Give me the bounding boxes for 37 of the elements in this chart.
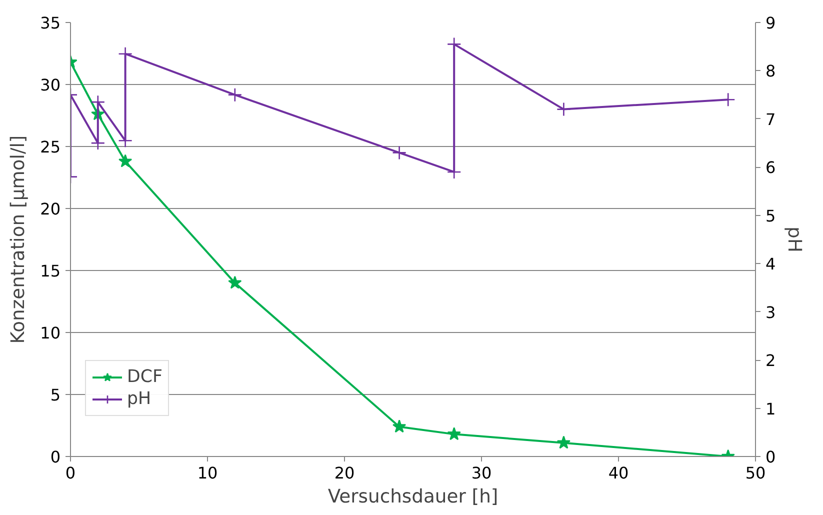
x-tick-label: 20: [334, 464, 355, 482]
x-tick-label: 0: [65, 464, 76, 482]
x-tick-label: 50: [745, 464, 766, 482]
y-tick-label: 20: [40, 200, 60, 218]
x-tick-label: 40: [608, 464, 629, 482]
x-axis-title: Versuchsdauer [h]: [328, 486, 498, 508]
x-tick-label: 10: [197, 464, 218, 482]
y2-tick-label: 6: [766, 158, 776, 178]
y2-tick-label: 3: [766, 302, 776, 322]
y-tick-label: 5: [50, 386, 61, 404]
y-tick-label: 15: [40, 262, 60, 280]
y-tick-label: 0: [50, 448, 61, 466]
y2-tick-label: 5: [766, 206, 776, 226]
y-tick-label: 25: [40, 138, 60, 156]
y-tick-label: 10: [40, 324, 60, 342]
point: [447, 427, 461, 440]
legend-label: pH: [127, 389, 152, 409]
y-tick-label: 35: [40, 14, 60, 32]
y2-tick-label: 9: [766, 14, 776, 32]
legend-label: DCF: [127, 367, 162, 387]
y2-tick-label: 4: [766, 254, 776, 274]
y2-tick-label: 2: [766, 351, 776, 370]
y2-tick-label: 7: [766, 110, 776, 129]
point: [556, 102, 571, 116]
point: [556, 436, 571, 449]
y2-tick-label: 0: [766, 448, 776, 466]
y2-tick-label: 8: [766, 62, 776, 81]
point: [228, 88, 242, 102]
y-axis-title: Konzentration [µmol/l]: [8, 135, 30, 344]
point: [392, 146, 406, 160]
y2-axis-title: pH: [784, 226, 805, 252]
y2-tick-label: 1: [766, 399, 776, 418]
point: [392, 420, 406, 433]
point: [118, 154, 132, 168]
x-tick-label: 30: [471, 464, 492, 482]
point: [228, 276, 242, 289]
y-tick-label: 30: [40, 76, 60, 94]
